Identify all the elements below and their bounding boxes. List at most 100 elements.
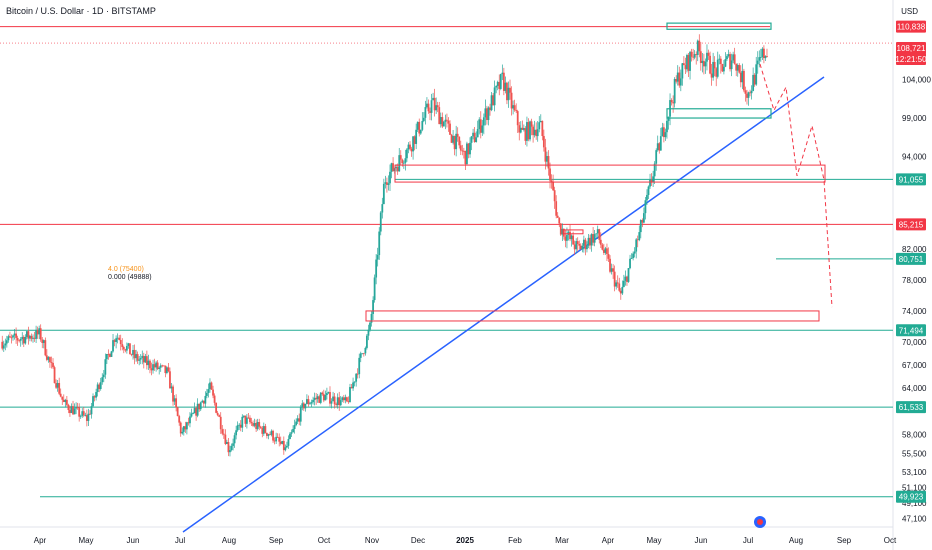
candle-body	[158, 367, 161, 369]
trendline	[182, 76, 825, 533]
candle-body	[490, 95, 493, 111]
price-tag	[896, 252, 926, 265]
candle-body	[113, 340, 116, 342]
candle-body	[45, 355, 48, 360]
candle-body	[276, 436, 279, 438]
candle-body	[416, 121, 419, 130]
candle-body	[162, 365, 165, 367]
candle-body	[196, 403, 199, 416]
candle-body	[724, 59, 727, 67]
candle-body	[102, 374, 105, 378]
candle-body	[424, 107, 427, 118]
projection-path	[759, 63, 833, 308]
candle-body	[441, 117, 444, 127]
candle-body	[558, 217, 561, 224]
candle-body	[315, 397, 318, 400]
candle-body	[732, 54, 735, 61]
candle-body	[744, 90, 747, 94]
candle-body	[406, 149, 408, 159]
price-tag	[896, 20, 926, 33]
candle-body	[421, 120, 424, 130]
candle-body	[462, 150, 465, 152]
resistance-zone	[394, 164, 826, 183]
candle-body	[695, 54, 698, 55]
candle-body	[667, 116, 670, 121]
candle-body	[756, 60, 759, 65]
candle-body	[533, 129, 536, 136]
candle-body	[382, 183, 385, 205]
price-tag-label: 108,721	[897, 44, 926, 53]
candle-body	[265, 432, 268, 436]
candle-body	[761, 48, 764, 58]
candle-body	[582, 239, 585, 246]
candle-body	[124, 349, 127, 351]
candle-body	[259, 426, 262, 428]
candle-body	[252, 423, 254, 426]
candle-body	[261, 427, 264, 434]
candle-body	[50, 362, 53, 363]
candle-body	[430, 100, 433, 113]
candle-body	[58, 382, 61, 394]
candle-body	[239, 424, 242, 428]
candle-body	[116, 337, 119, 339]
price-tag-label: 12:21:50	[895, 55, 927, 64]
candle-body	[478, 119, 481, 130]
candle-body	[135, 354, 138, 359]
candle-body	[144, 356, 147, 363]
candle-body	[221, 429, 224, 434]
candle-body	[302, 403, 305, 409]
candle-body	[179, 422, 182, 434]
candle-body	[344, 397, 347, 401]
candle-body	[444, 119, 447, 122]
candle-body	[172, 386, 174, 402]
candle-body	[204, 395, 207, 404]
candle-body	[447, 120, 450, 124]
bottom-range-box	[666, 108, 772, 119]
candle-body	[329, 392, 331, 404]
candle-body	[293, 425, 296, 429]
candle-body	[696, 40, 699, 55]
candle-body	[407, 144, 410, 150]
candle-body	[586, 245, 588, 250]
candle-body	[516, 111, 519, 126]
candle-body	[122, 347, 125, 350]
candle-body	[719, 58, 722, 64]
candle-body	[209, 382, 211, 390]
candle-body	[176, 407, 179, 417]
candle-body	[13, 333, 16, 336]
candle-body	[464, 150, 467, 165]
candle-body	[38, 328, 41, 335]
candle-body	[15, 333, 17, 338]
candle-body	[326, 393, 328, 396]
candle-body	[92, 396, 94, 407]
candle-body	[593, 234, 596, 243]
candle-body	[735, 63, 738, 71]
candle-body	[542, 136, 545, 148]
candle-body	[299, 406, 302, 422]
candle-body	[506, 82, 508, 101]
candle-body	[455, 133, 458, 150]
candle-body	[52, 362, 54, 368]
candle-body	[364, 347, 367, 354]
candle-body	[681, 63, 684, 79]
candle-body	[529, 121, 531, 140]
candle-body	[384, 182, 387, 184]
candle-body	[24, 336, 27, 344]
price-tag-label: 85,215	[899, 220, 924, 229]
candle-body	[222, 433, 225, 435]
candle-body	[607, 253, 610, 259]
candle-body	[698, 40, 701, 52]
candle-body	[213, 395, 216, 403]
candle-body	[527, 122, 530, 140]
candle-body	[84, 415, 87, 416]
candle-body	[741, 70, 744, 83]
candle-body	[504, 82, 507, 91]
candle-body	[562, 228, 565, 237]
candle-body	[353, 381, 356, 383]
candle-body	[309, 403, 311, 405]
candle-body	[373, 277, 376, 301]
candle-body	[739, 72, 742, 83]
candle-body	[286, 445, 288, 448]
